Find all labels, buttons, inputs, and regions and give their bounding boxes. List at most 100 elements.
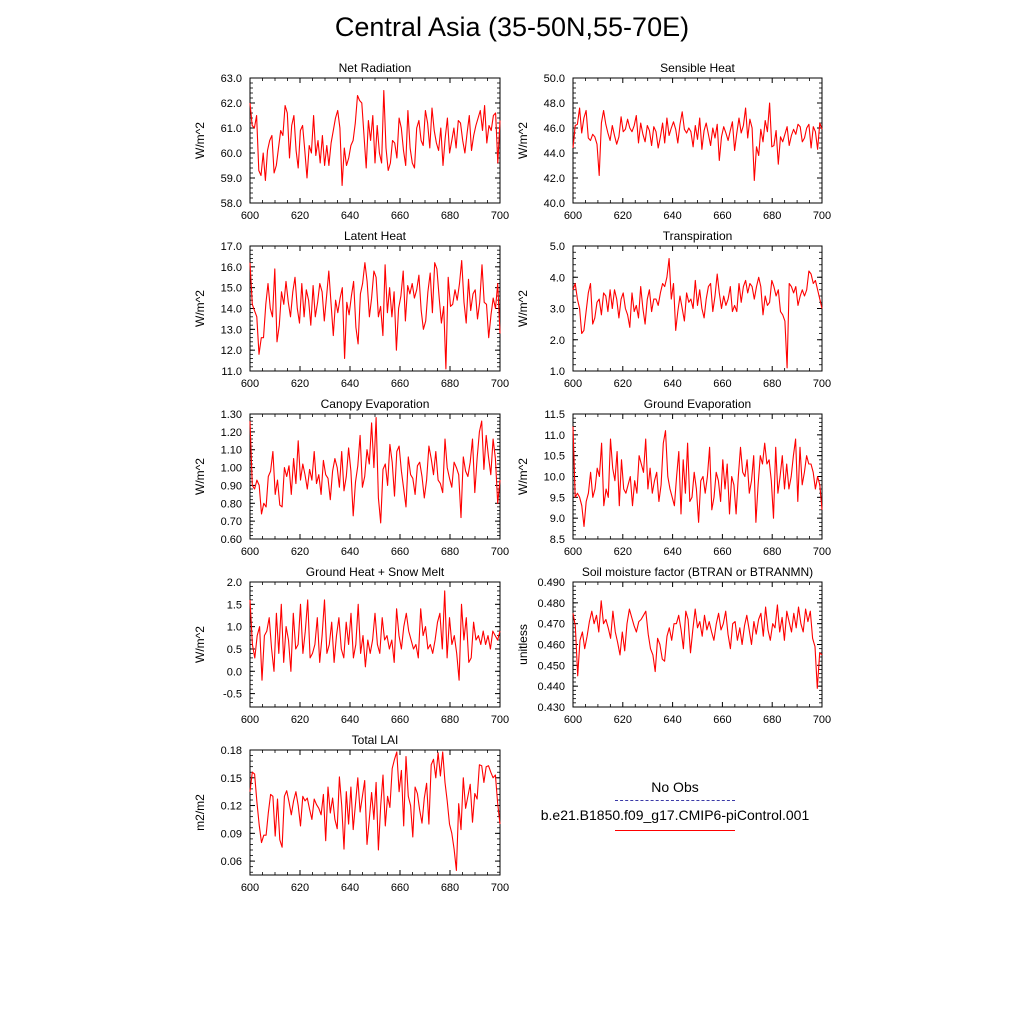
y-tick-label: 4.0	[550, 272, 565, 284]
y-tick-label: 1.0	[227, 622, 242, 634]
y-tick-label: 62.0	[221, 98, 242, 110]
x-tick-label: 640	[663, 210, 681, 222]
x-tick-label: 640	[341, 546, 359, 558]
y-axis-label: W/m^2	[516, 122, 530, 159]
x-tick-label: 620	[614, 714, 632, 726]
y-tick-label: 0.440	[537, 681, 565, 693]
x-tick-label: 700	[491, 714, 509, 726]
y-tick-label: 0.470	[537, 619, 565, 631]
y-tick-label: 8.5	[550, 534, 565, 546]
plot-title: Latent Heat	[344, 229, 407, 243]
x-tick-label: 620	[291, 882, 309, 894]
y-axis-label: W/m^2	[516, 458, 530, 495]
y-tick-label: 0.450	[537, 660, 565, 672]
x-tick-label: 640	[663, 546, 681, 558]
y-tick-label: 50.0	[544, 73, 565, 85]
series-line	[249, 89, 501, 187]
y-tick-label: 11.0	[544, 430, 565, 442]
x-tick-label: 700	[491, 210, 509, 222]
y-axis-label: W/m^2	[193, 290, 207, 327]
x-tick-label: 680	[441, 210, 459, 222]
x-tick-label: 660	[713, 378, 731, 390]
y-tick-label: 1.20	[221, 427, 242, 439]
x-tick-label: 640	[341, 714, 359, 726]
x-tick-label: 680	[441, 714, 459, 726]
x-tick-label: 700	[491, 546, 509, 558]
legend-obs-line	[615, 800, 735, 801]
y-tick-label: 42.0	[544, 173, 565, 185]
x-tick-label: 660	[391, 882, 409, 894]
y-tick-label: 0.430	[537, 702, 565, 714]
x-tick-label: 680	[763, 714, 781, 726]
x-tick-label: 680	[441, 378, 459, 390]
x-tick-label: 700	[813, 714, 831, 726]
y-tick-label: 0.60	[221, 534, 242, 546]
y-axis-label: unitless	[516, 624, 530, 665]
x-tick-label: 700	[813, 210, 831, 222]
x-tick-label: 660	[391, 714, 409, 726]
series-line	[572, 102, 823, 182]
x-tick-label: 620	[291, 546, 309, 558]
y-tick-label: 9.5	[550, 492, 565, 504]
y-tick-label: 13.0	[221, 324, 242, 336]
plot-title: Ground Evaporation	[644, 397, 751, 411]
y-tick-label: 0.06	[221, 856, 242, 868]
y-tick-label: 0.0	[227, 666, 242, 678]
plot-frame	[249, 749, 501, 876]
x-tick-label: 600	[564, 210, 582, 222]
y-tick-label: 0.490	[537, 577, 565, 589]
x-tick-label: 600	[241, 546, 259, 558]
y-tick-label: 1.5	[227, 599, 242, 611]
x-tick-label: 660	[713, 546, 731, 558]
series-line	[249, 417, 501, 524]
x-tick-label: 660	[713, 714, 731, 726]
y-axis-label: W/m^2	[193, 122, 207, 159]
y-tick-label: 0.480	[537, 598, 565, 610]
x-tick-label: 620	[614, 546, 632, 558]
y-tick-label: 63.0	[221, 73, 242, 85]
y-tick-label: 16.0	[221, 262, 242, 274]
y-tick-label: 10.5	[544, 451, 565, 463]
x-tick-label: 700	[813, 378, 831, 390]
x-tick-label: 600	[564, 378, 582, 390]
x-tick-label: 660	[391, 378, 409, 390]
plot-frame	[572, 581, 823, 708]
y-tick-label: 48.0	[544, 98, 565, 110]
series-line	[572, 257, 823, 369]
y-tick-label: 0.18	[221, 745, 242, 757]
plot-title: Soil moisture factor (BTRAN or BTRANMN)	[582, 565, 813, 579]
x-tick-label: 700	[813, 546, 831, 558]
series-line	[249, 751, 501, 871]
y-tick-label: 61.0	[221, 123, 242, 135]
plot-title: Sensible Heat	[660, 61, 735, 75]
plot-frame	[249, 581, 501, 708]
x-tick-label: 680	[763, 378, 781, 390]
x-tick-label: 680	[441, 546, 459, 558]
x-tick-label: 640	[663, 714, 681, 726]
y-tick-label: 1.10	[221, 445, 242, 457]
y-tick-label: 2.0	[227, 577, 242, 589]
y-tick-label: 0.460	[537, 640, 565, 652]
series-line	[249, 590, 501, 681]
y-tick-label: 5.0	[550, 241, 565, 253]
y-tick-label: 40.0	[544, 198, 565, 210]
plot-title: Total LAI	[352, 733, 399, 747]
x-tick-label: 640	[341, 882, 359, 894]
y-tick-label: 1.0	[550, 366, 565, 378]
legend-model-line	[615, 830, 735, 831]
plot-frame	[572, 413, 823, 540]
x-tick-label: 620	[291, 378, 309, 390]
y-tick-label: 0.90	[221, 480, 242, 492]
y-tick-label: 9.0	[550, 513, 565, 525]
x-tick-label: 620	[614, 378, 632, 390]
figure-title: Central Asia (35-50N,55-70E)	[334, 12, 690, 42]
plot-title: Canopy Evaporation	[321, 397, 430, 411]
x-tick-label: 640	[341, 378, 359, 390]
y-tick-label: 17.0	[221, 241, 242, 253]
y-axis-label: m2/m2	[193, 794, 207, 831]
y-tick-label: 0.80	[221, 498, 242, 510]
plot-frame	[572, 245, 823, 372]
x-tick-label: 640	[341, 210, 359, 222]
y-tick-label: 0.15	[221, 773, 242, 785]
plot-frame	[249, 245, 501, 372]
